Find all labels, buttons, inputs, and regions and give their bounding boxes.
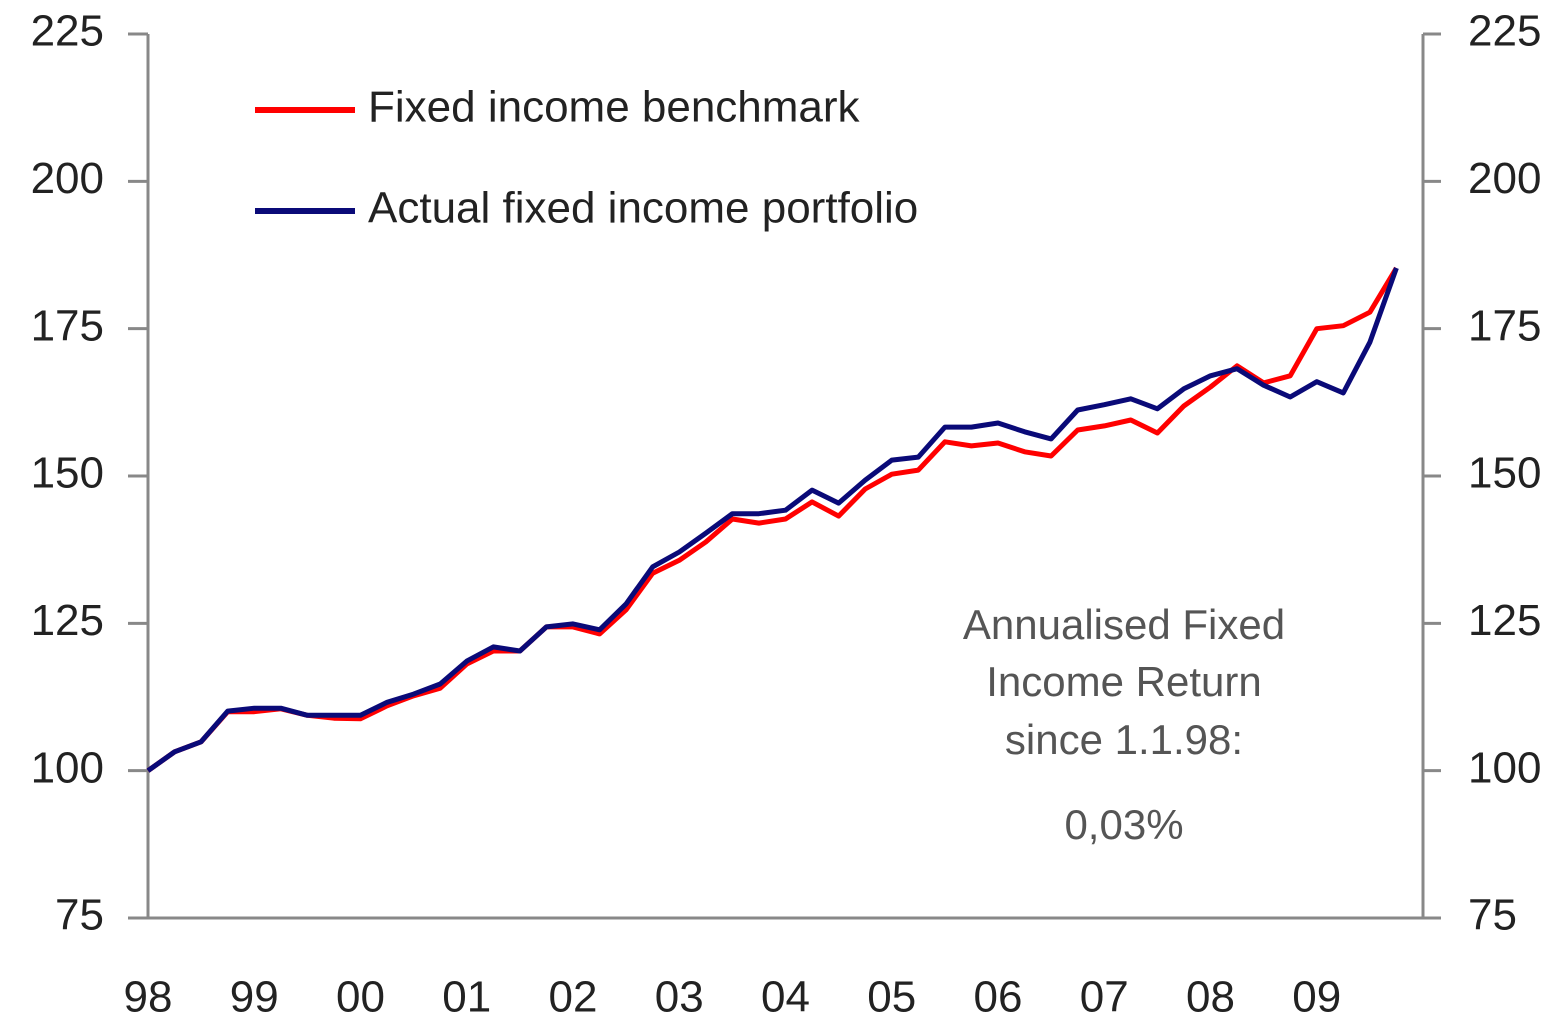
y-tick-label: 75 <box>55 891 104 940</box>
y-tick-label: 175 <box>31 301 104 350</box>
series-line <box>146 267 1399 773</box>
x-tick-label: 07 <box>1080 973 1129 1022</box>
x-tick-label: 05 <box>867 973 916 1022</box>
y2-tick-label: 225 <box>1468 7 1541 56</box>
x-tick-label: 08 <box>1186 973 1235 1022</box>
y-tick-label: 225 <box>31 7 104 56</box>
x-tick-label: 99 <box>230 973 279 1022</box>
y2-tick-label: 200 <box>1468 154 1541 203</box>
x-tick-label: 09 <box>1292 973 1341 1022</box>
y2-tick-label: 150 <box>1468 449 1541 498</box>
y2-tick-label: 125 <box>1468 596 1541 645</box>
x-tick-label: 98 <box>124 973 173 1022</box>
y2-tick-label: 100 <box>1468 743 1541 792</box>
annotation: Income Return <box>986 658 1261 705</box>
y-tick-label: 125 <box>31 596 104 645</box>
x-tick-label: 03 <box>655 973 704 1022</box>
x-tick-label: 06 <box>974 973 1023 1022</box>
y-tick-label: 200 <box>31 154 104 203</box>
legend-label: Fixed income benchmark <box>368 83 861 132</box>
y2-tick-label: 175 <box>1468 301 1541 350</box>
x-tick-label: 02 <box>549 973 598 1022</box>
series-line <box>146 266 1399 773</box>
annotation: 0,03% <box>1064 801 1183 848</box>
annotation: Annualised Fixed <box>963 601 1285 648</box>
x-tick-label: 04 <box>761 973 810 1022</box>
x-tick-label: 00 <box>336 973 385 1022</box>
x-tick-label: 01 <box>442 973 491 1022</box>
y2-tick-label: 75 <box>1468 891 1517 940</box>
legend-label: Actual fixed income portfolio <box>368 184 918 233</box>
annotation: since 1.1.98: <box>1005 716 1243 763</box>
y-tick-label: 150 <box>31 449 104 498</box>
y-tick-label: 100 <box>31 743 104 792</box>
